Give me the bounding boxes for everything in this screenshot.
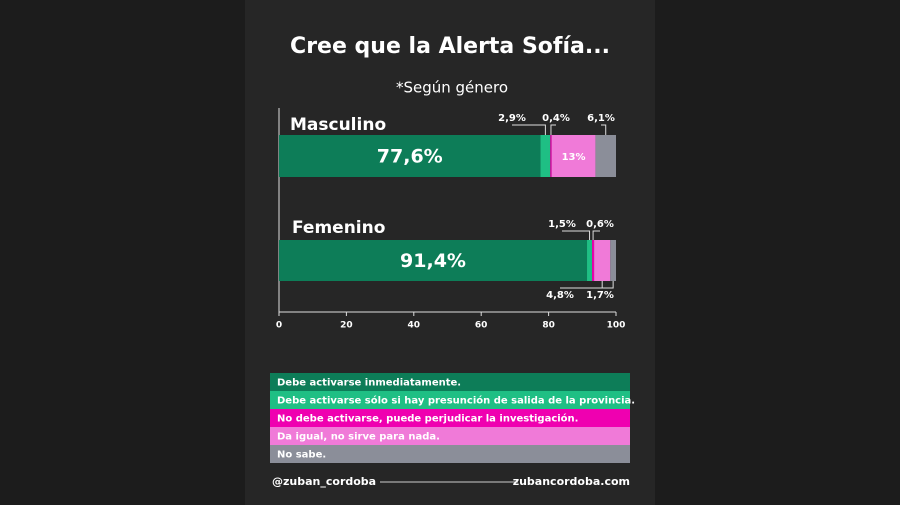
bar-segment xyxy=(551,135,596,177)
x-tick-label: 40 xyxy=(408,321,421,331)
bar-segment xyxy=(279,240,588,281)
chart-title: Cree que la Alerta Sofía... xyxy=(290,34,610,59)
bar-segment xyxy=(540,135,551,177)
category-label: Femenino xyxy=(292,218,385,238)
leader-line xyxy=(562,230,591,240)
bar-segment xyxy=(594,240,611,281)
legend-swatch xyxy=(270,373,630,391)
legend-label: No debe activarse, puede perjudicar la i… xyxy=(277,413,578,425)
leader-line xyxy=(600,281,614,289)
data-label: 6,1% xyxy=(587,113,615,124)
legend-swatch xyxy=(270,409,630,427)
leader-line xyxy=(592,230,600,240)
chart-subtitle: *Según género xyxy=(396,79,508,97)
bar-segment xyxy=(592,240,595,281)
legend-label: No sabe. xyxy=(277,450,326,461)
data-label: 0,4% xyxy=(542,113,570,124)
data-label: 77,6% xyxy=(377,146,443,168)
legend-swatch xyxy=(270,445,630,463)
leader-line xyxy=(550,124,556,135)
legend-swatch xyxy=(270,391,630,409)
x-tick-label: 100 xyxy=(607,321,626,331)
footer-site: zubancordoba.com xyxy=(513,475,630,488)
data-label: 0,6% xyxy=(586,219,614,230)
bar-segment xyxy=(587,240,593,281)
x-tick-label: 20 xyxy=(340,321,353,331)
x-tick-label: 60 xyxy=(475,321,488,331)
leader-line xyxy=(512,124,546,135)
data-label: 91,4% xyxy=(400,250,466,272)
legend-label: Da igual, no sirve para nada. xyxy=(277,432,440,443)
x-tick-label: 80 xyxy=(542,321,555,331)
leader-line xyxy=(601,124,607,135)
bar-segment xyxy=(550,135,552,177)
bar-segment xyxy=(610,240,616,281)
data-label: 4,8% xyxy=(546,290,574,301)
category-label: Masculino xyxy=(290,115,386,135)
data-label: 13% xyxy=(562,152,586,163)
legend-label: Debe activarse inmediatamente. xyxy=(277,378,461,389)
legend-swatch xyxy=(270,427,630,445)
data-label: 1,5% xyxy=(548,219,576,230)
data-label: 2,9% xyxy=(498,113,526,124)
legend-label: Debe activarse sólo si hay presunción de… xyxy=(277,395,635,407)
bar-segment xyxy=(595,135,616,177)
x-tick-label: 0 xyxy=(276,321,282,331)
footer-handle: @zuban_cordoba xyxy=(272,475,376,488)
bar-segment xyxy=(279,135,541,177)
data-label: 1,7% xyxy=(586,290,614,301)
